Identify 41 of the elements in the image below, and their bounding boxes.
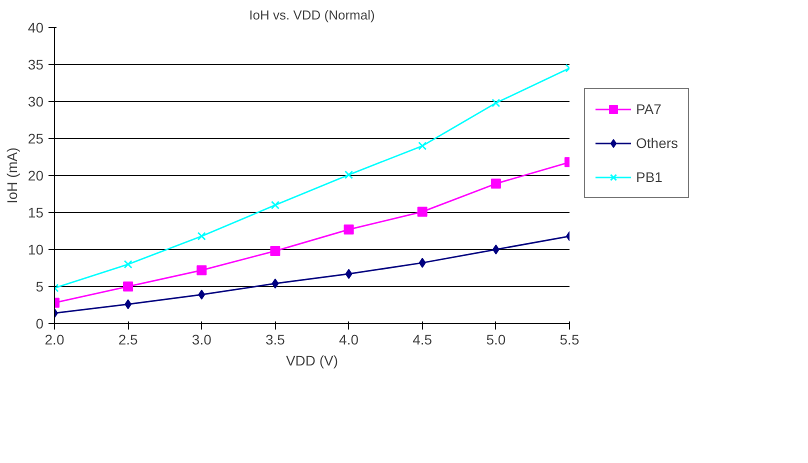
point — [270, 246, 280, 256]
x-tick-label: 2.0 — [44, 332, 64, 348]
x-tick-label: 4.5 — [412, 332, 432, 348]
point — [490, 178, 501, 189]
point — [344, 170, 354, 180]
y-axis-title: IoH (mA) — [4, 148, 20, 204]
y-tick-label: 40 — [28, 20, 44, 36]
point — [124, 260, 132, 269]
x-tick-label: 5.0 — [486, 332, 506, 348]
x-tick-label: 5.5 — [560, 332, 580, 348]
legend-label: PB1 — [636, 169, 662, 185]
chart-title: IoH vs. VDD (Normal) — [249, 8, 375, 22]
y-tick-label: 25 — [28, 130, 44, 146]
y-tick-label: 10 — [28, 242, 44, 258]
point — [417, 206, 428, 217]
point — [196, 265, 207, 276]
point — [198, 290, 206, 300]
y-tick-label: 15 — [28, 204, 44, 220]
x-axis-title: VDD (V) — [286, 352, 338, 368]
legend-label: PA7 — [636, 101, 662, 117]
point — [272, 278, 279, 289]
point — [345, 268, 352, 279]
x-tick-label: 3.0 — [192, 332, 212, 348]
x-tick-label: 2.5 — [118, 332, 138, 348]
point — [124, 299, 132, 310]
y-tick-label: 5 — [36, 278, 44, 294]
point — [492, 244, 500, 254]
point — [418, 142, 427, 150]
y-tick-label: 30 — [28, 94, 44, 110]
x-tick-label: 3.5 — [265, 332, 286, 348]
y-tick-label: 0 — [36, 316, 44, 332]
point — [418, 258, 426, 268]
legend-label: Others — [636, 135, 678, 151]
point — [197, 232, 206, 240]
y-tick-label: 20 — [28, 168, 44, 184]
point — [492, 98, 500, 108]
y-tick-label: 35 — [28, 56, 44, 72]
point — [270, 200, 280, 210]
point — [344, 224, 354, 235]
point — [123, 282, 134, 292]
x-tick-label: 4.0 — [339, 332, 359, 348]
